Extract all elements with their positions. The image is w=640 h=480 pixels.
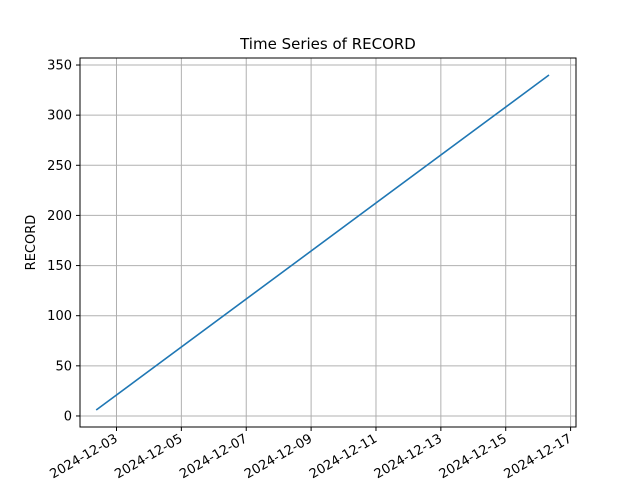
y-tick-label: 150 (47, 259, 72, 274)
y-tick-label: 50 (55, 359, 72, 374)
series-line (95, 74, 550, 411)
series-layer (95, 74, 550, 411)
grid (80, 58, 576, 427)
y-tick-label: 250 (47, 159, 72, 174)
plot-frame (79, 57, 577, 428)
y-tick-label: 0 (64, 409, 72, 424)
chart-title: Time Series of RECORD (239, 35, 416, 53)
y-tick-label: 100 (47, 309, 72, 324)
y-axis-label: RECORD (24, 215, 39, 271)
y-tick-label: 200 (47, 209, 72, 224)
y-tick-label: 350 (47, 59, 72, 74)
y-axis: 0 50 100 150 200 250 300 350 (47, 59, 80, 424)
y-tick-label: 300 (47, 109, 72, 124)
